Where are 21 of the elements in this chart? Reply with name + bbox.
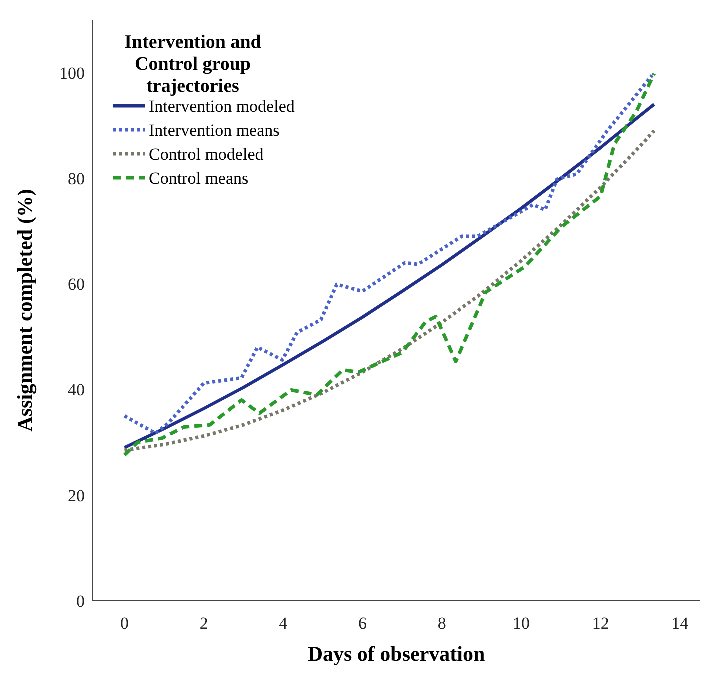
x-tick-label: 12 — [592, 614, 610, 633]
legend-title: Intervention and Control group trajectories — [124, 32, 262, 97]
x-tick-label: 10 — [512, 614, 530, 633]
legend-label: Intervention modeled — [149, 96, 296, 116]
y-tick-label: 40 — [68, 380, 85, 400]
legend-label: Intervention means — [149, 120, 280, 140]
y-tick-label: 0 — [76, 592, 85, 611]
x-tick-label: 2 — [200, 614, 208, 633]
y-tick-label: 20 — [68, 486, 85, 506]
legend-label: Control modeled — [149, 144, 264, 164]
x-tick-label: 0 — [120, 614, 129, 633]
y-tick-label: 100 — [60, 64, 85, 83]
x-tick-label: 8 — [438, 614, 446, 633]
y-tick-label: 60 — [68, 275, 85, 294]
y-tick-label: 80 — [68, 169, 85, 188]
x-tick-label: 6 — [358, 614, 368, 633]
legend-label: Control means — [149, 168, 249, 188]
x-axis-title: Days of observation — [308, 642, 486, 666]
x-tick-label: 14 — [672, 614, 690, 633]
x-tick-label: 4 — [279, 614, 288, 633]
y-axis-title: Assignment completed (%) — [13, 189, 37, 432]
